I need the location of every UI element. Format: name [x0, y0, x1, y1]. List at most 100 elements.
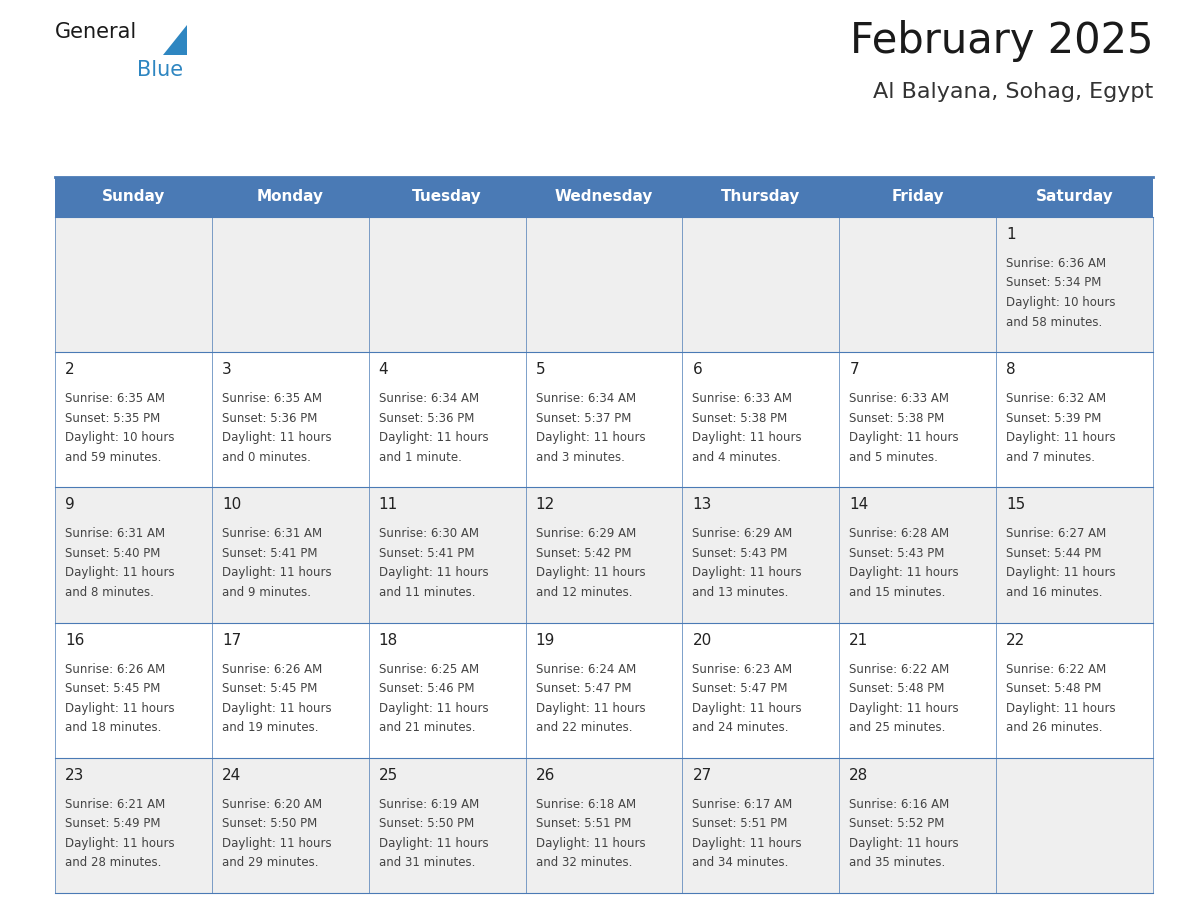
Text: Daylight: 11 hours: Daylight: 11 hours: [65, 837, 175, 850]
Text: Sunrise: 6:26 AM: Sunrise: 6:26 AM: [222, 663, 322, 676]
Text: Blue: Blue: [137, 60, 183, 80]
Text: 22: 22: [1006, 633, 1025, 647]
Text: 24: 24: [222, 767, 241, 783]
Text: and 29 minutes.: and 29 minutes.: [222, 856, 318, 869]
Text: 15: 15: [1006, 498, 1025, 512]
Text: Sunset: 5:47 PM: Sunset: 5:47 PM: [693, 682, 788, 695]
Text: Sunday: Sunday: [102, 189, 165, 205]
Text: Daylight: 11 hours: Daylight: 11 hours: [849, 566, 959, 579]
Text: Sunrise: 6:25 AM: Sunrise: 6:25 AM: [379, 663, 479, 676]
Text: and 59 minutes.: and 59 minutes.: [65, 451, 162, 464]
Bar: [55, 757, 1154, 893]
Text: 10: 10: [222, 498, 241, 512]
Text: Daylight: 11 hours: Daylight: 11 hours: [536, 837, 645, 850]
Text: Daylight: 11 hours: Daylight: 11 hours: [693, 837, 802, 850]
Text: 19: 19: [536, 633, 555, 647]
Text: Daylight: 11 hours: Daylight: 11 hours: [379, 837, 488, 850]
Text: Sunrise: 6:22 AM: Sunrise: 6:22 AM: [1006, 663, 1106, 676]
Text: and 58 minutes.: and 58 minutes.: [1006, 316, 1102, 329]
Text: and 15 minutes.: and 15 minutes.: [849, 586, 946, 599]
Text: Sunrise: 6:36 AM: Sunrise: 6:36 AM: [1006, 257, 1106, 270]
Text: Sunset: 5:48 PM: Sunset: 5:48 PM: [1006, 682, 1101, 695]
Text: Sunrise: 6:18 AM: Sunrise: 6:18 AM: [536, 798, 636, 811]
Text: Sunrise: 6:29 AM: Sunrise: 6:29 AM: [536, 528, 636, 541]
Text: Sunrise: 6:23 AM: Sunrise: 6:23 AM: [693, 663, 792, 676]
Text: 2: 2: [65, 363, 75, 377]
Text: and 18 minutes.: and 18 minutes.: [65, 722, 162, 734]
Text: Daylight: 11 hours: Daylight: 11 hours: [693, 566, 802, 579]
Text: Daylight: 11 hours: Daylight: 11 hours: [379, 566, 488, 579]
Text: Sunrise: 6:19 AM: Sunrise: 6:19 AM: [379, 798, 479, 811]
Text: 23: 23: [65, 767, 84, 783]
Text: 27: 27: [693, 767, 712, 783]
Text: 25: 25: [379, 767, 398, 783]
Text: Daylight: 11 hours: Daylight: 11 hours: [222, 566, 331, 579]
Text: Sunset: 5:38 PM: Sunset: 5:38 PM: [693, 411, 788, 425]
Text: Sunrise: 6:21 AM: Sunrise: 6:21 AM: [65, 798, 165, 811]
Text: and 24 minutes.: and 24 minutes.: [693, 722, 789, 734]
Text: Friday: Friday: [891, 189, 944, 205]
Text: Sunset: 5:43 PM: Sunset: 5:43 PM: [849, 547, 944, 560]
Bar: [55, 487, 1154, 622]
Text: and 34 minutes.: and 34 minutes.: [693, 856, 789, 869]
Text: 21: 21: [849, 633, 868, 647]
Text: Daylight: 11 hours: Daylight: 11 hours: [849, 431, 959, 444]
Text: Sunset: 5:36 PM: Sunset: 5:36 PM: [222, 411, 317, 425]
Text: and 16 minutes.: and 16 minutes.: [1006, 586, 1102, 599]
Text: Daylight: 11 hours: Daylight: 11 hours: [222, 431, 331, 444]
Text: Sunset: 5:50 PM: Sunset: 5:50 PM: [379, 817, 474, 830]
Text: Sunset: 5:45 PM: Sunset: 5:45 PM: [222, 682, 317, 695]
Text: 6: 6: [693, 363, 702, 377]
Text: and 0 minutes.: and 0 minutes.: [222, 451, 311, 464]
Text: Daylight: 11 hours: Daylight: 11 hours: [693, 701, 802, 714]
Text: 16: 16: [65, 633, 84, 647]
Text: Sunset: 5:47 PM: Sunset: 5:47 PM: [536, 682, 631, 695]
Text: Sunrise: 6:33 AM: Sunrise: 6:33 AM: [849, 392, 949, 405]
Text: Daylight: 11 hours: Daylight: 11 hours: [379, 431, 488, 444]
Text: Daylight: 11 hours: Daylight: 11 hours: [222, 837, 331, 850]
Text: 7: 7: [849, 363, 859, 377]
Text: Sunrise: 6:31 AM: Sunrise: 6:31 AM: [222, 528, 322, 541]
Text: Daylight: 11 hours: Daylight: 11 hours: [849, 837, 959, 850]
Text: and 26 minutes.: and 26 minutes.: [1006, 722, 1102, 734]
Text: Daylight: 11 hours: Daylight: 11 hours: [1006, 566, 1116, 579]
Text: Sunset: 5:45 PM: Sunset: 5:45 PM: [65, 682, 160, 695]
Text: Sunset: 5:34 PM: Sunset: 5:34 PM: [1006, 276, 1101, 289]
Text: Sunrise: 6:34 AM: Sunrise: 6:34 AM: [536, 392, 636, 405]
Text: and 11 minutes.: and 11 minutes.: [379, 586, 475, 599]
Text: 1: 1: [1006, 227, 1016, 242]
Text: Sunset: 5:44 PM: Sunset: 5:44 PM: [1006, 547, 1101, 560]
Text: and 35 minutes.: and 35 minutes.: [849, 856, 946, 869]
Text: and 3 minutes.: and 3 minutes.: [536, 451, 625, 464]
Text: Sunrise: 6:16 AM: Sunrise: 6:16 AM: [849, 798, 949, 811]
Text: 18: 18: [379, 633, 398, 647]
Text: Daylight: 11 hours: Daylight: 11 hours: [536, 431, 645, 444]
Text: Daylight: 11 hours: Daylight: 11 hours: [65, 566, 175, 579]
Text: Sunrise: 6:32 AM: Sunrise: 6:32 AM: [1006, 392, 1106, 405]
Text: Sunset: 5:38 PM: Sunset: 5:38 PM: [849, 411, 944, 425]
Text: and 21 minutes.: and 21 minutes.: [379, 722, 475, 734]
Text: Sunrise: 6:31 AM: Sunrise: 6:31 AM: [65, 528, 165, 541]
Text: Tuesday: Tuesday: [412, 189, 482, 205]
Bar: [55, 622, 1154, 757]
Text: and 25 minutes.: and 25 minutes.: [849, 722, 946, 734]
Text: Sunrise: 6:29 AM: Sunrise: 6:29 AM: [693, 528, 792, 541]
Text: Daylight: 10 hours: Daylight: 10 hours: [65, 431, 175, 444]
Text: Daylight: 11 hours: Daylight: 11 hours: [1006, 431, 1116, 444]
Text: Sunset: 5:42 PM: Sunset: 5:42 PM: [536, 547, 631, 560]
Text: 9: 9: [65, 498, 75, 512]
Text: Sunset: 5:51 PM: Sunset: 5:51 PM: [693, 817, 788, 830]
Text: Sunrise: 6:22 AM: Sunrise: 6:22 AM: [849, 663, 949, 676]
Bar: [55, 217, 1154, 353]
Text: 17: 17: [222, 633, 241, 647]
Text: Sunset: 5:43 PM: Sunset: 5:43 PM: [693, 547, 788, 560]
Text: Sunset: 5:49 PM: Sunset: 5:49 PM: [65, 817, 160, 830]
Text: Sunset: 5:51 PM: Sunset: 5:51 PM: [536, 817, 631, 830]
Text: Sunrise: 6:27 AM: Sunrise: 6:27 AM: [1006, 528, 1106, 541]
Text: 3: 3: [222, 363, 232, 377]
Text: 28: 28: [849, 767, 868, 783]
Text: Daylight: 11 hours: Daylight: 11 hours: [1006, 701, 1116, 714]
Text: Sunset: 5:46 PM: Sunset: 5:46 PM: [379, 682, 474, 695]
Text: Monday: Monday: [257, 189, 324, 205]
Text: Sunrise: 6:28 AM: Sunrise: 6:28 AM: [849, 528, 949, 541]
